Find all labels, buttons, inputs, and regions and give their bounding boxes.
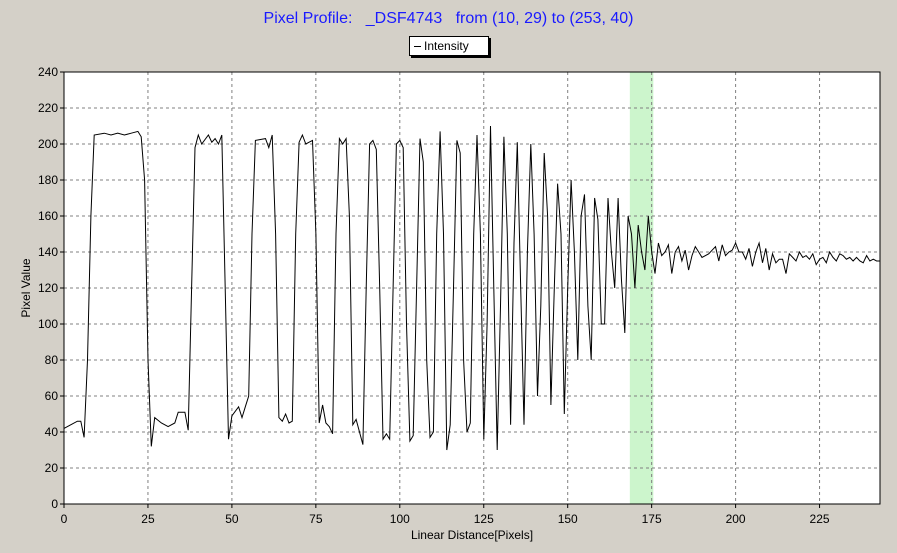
y-tick-label: 100 [38,317,58,331]
y-axis-label: Pixel Value [19,258,33,317]
y-tick-label: 200 [38,137,58,151]
y-tick-label: 20 [45,461,59,475]
y-tick-label: 80 [45,353,59,367]
x-axis-ticks: 0 25 50 75 100 125 150 175 200 225 [61,504,830,526]
legend: Intensity [409,36,489,56]
x-tick-label: 100 [390,512,410,526]
x-tick-label: 150 [558,512,578,526]
y-axis-ticks: 0 20 40 60 80 100 120 140 160 180 200 220 240 [38,65,64,511]
y-tick-label: 180 [38,173,58,187]
legend-label-intensity: Intensity [424,39,469,53]
y-tick-label: 120 [38,281,58,295]
x-tick-label: 0 [61,512,68,526]
x-tick-label: 25 [141,512,155,526]
x-axis-label: Linear Distance[Pixels] [411,528,533,542]
chart-title: Pixel Profile: _DSF4743 from (10, 29) to… [263,10,634,27]
y-tick-label: 60 [45,389,59,403]
y-tick-label: 140 [38,245,58,259]
y-tick-label: 40 [45,425,59,439]
y-tick-label: 0 [51,497,58,511]
x-tick-label: 225 [810,512,830,526]
legend-swatch-intensity [414,46,421,47]
x-tick-label: 175 [642,512,662,526]
series-line-intensity [63,125,880,451]
x-tick-label: 125 [474,512,494,526]
y-tick-label: 220 [38,101,58,115]
y-tick-label: 160 [38,209,58,223]
x-tick-label: 50 [225,512,239,526]
y-tick-label: 240 [38,65,58,79]
x-tick-label: 200 [726,512,746,526]
x-tick-label: 75 [309,512,323,526]
